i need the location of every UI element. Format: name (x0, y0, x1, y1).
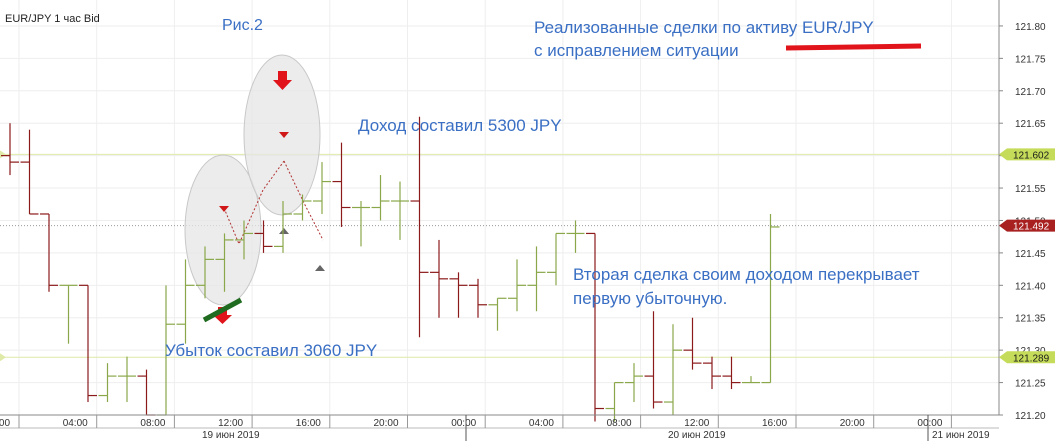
headline-underline (785, 43, 922, 51)
ohlc-bar (742, 376, 760, 384)
price-tick-label: 121.80 (1015, 22, 1046, 33)
ohlc-bar (20, 129, 39, 215)
buy-marker-icon (279, 228, 289, 234)
sell-marker-icon (219, 206, 229, 212)
ohlc-bar (313, 162, 331, 214)
price-tick-label: 121.70 (1015, 87, 1046, 98)
ohlc-bar (293, 194, 312, 221)
ohlc-bar (547, 232, 565, 286)
ohlc-bar (196, 246, 214, 299)
profit-note: Доход составил 5300 JPY (358, 116, 562, 135)
time-tick-label: 08:00 (140, 418, 165, 429)
ohlc-bar (410, 116, 429, 338)
ohlc-bar (98, 363, 117, 403)
price-tick-label: 121.35 (1015, 314, 1046, 325)
loss-trade-path (223, 160, 285, 246)
ohlc-bar (254, 220, 273, 253)
ohlc-bar (118, 356, 136, 403)
ohlc-bar (683, 317, 702, 370)
price-tick-label: 121.65 (1015, 119, 1046, 130)
ohlc-bar (605, 381, 624, 422)
ohlc-bar (59, 284, 78, 344)
ohlc-bar (508, 259, 526, 312)
instrument-label: EUR/JPY 1 час Bid (5, 13, 100, 25)
ohlc-bar (664, 324, 682, 415)
ohlc-bar (566, 220, 585, 253)
price-tick-label: 121.55 (1015, 184, 1046, 195)
price-badge-label: 121.602 (1013, 150, 1050, 161)
ohlc-bar (215, 233, 234, 292)
price-level-layer (0, 150, 999, 362)
buy-marker-icon (315, 265, 325, 271)
price-tick-label: 121.20 (1015, 411, 1046, 422)
sell-marker-icon (279, 132, 289, 138)
time-tick-label: 16:00 (762, 418, 787, 429)
loss-note: Убыток составил 3060 JPY (165, 341, 377, 360)
headline-line-2: с исправлением ситуации (534, 41, 739, 60)
headline-line-1: Реализованные сделки по активу EUR/JPY (534, 18, 874, 37)
level-start-icon (0, 353, 6, 362)
price-tick-label: 121.75 (1015, 54, 1046, 65)
date-labels: 19 июн 2019 20 июн 2019 21 июн 2019 (202, 415, 990, 441)
time-tick-label: 00:00 (451, 418, 476, 429)
summary-line-1: Вторая сделка своим доходом перекрывает (573, 265, 920, 284)
summary-line-2: первую убыточную. (573, 289, 727, 308)
ohlc-bar (176, 259, 195, 344)
stop-loss-marker (202, 297, 243, 323)
grid-layer (0, 0, 999, 416)
ohlc-bar (79, 284, 97, 403)
ohlc-bar (761, 213, 780, 384)
time-tick-label: 08:00 (607, 418, 632, 429)
ohlc-bar (371, 175, 390, 221)
time-tick-label: 16:00 (296, 418, 321, 429)
loss-trade-ellipse (184, 154, 262, 306)
price-tick-label: 121.45 (1015, 249, 1046, 260)
level-start-icon (0, 150, 6, 159)
time-ticks: 00:00 04:00 08:00 12:00 16:00 20:00 00:00 04:00… (0, 415, 952, 429)
date-label: 20 июн 2019 (668, 430, 726, 441)
current-price-badge (999, 219, 1055, 232)
ohlc-bar (449, 272, 468, 318)
ohlc-series (1, 116, 780, 422)
price-badges: 121.602 121.492 121.289 (999, 148, 1055, 364)
ohlc-bar (137, 369, 156, 416)
time-tick-label: 04:00 (63, 418, 88, 429)
date-label: 21 июн 2019 (932, 430, 990, 441)
date-label: 19 июн 2019 (202, 430, 260, 441)
time-tick-label: 20:00 (840, 418, 865, 429)
price-badge-label: 121.492 (1013, 222, 1050, 233)
time-tick-label: 12:00 (218, 418, 243, 429)
ohlc-bar (332, 142, 351, 227)
price-tick-label: 121.40 (1015, 281, 1046, 292)
ohlc-bar (488, 297, 507, 331)
ohlc-bar (235, 220, 253, 260)
ohlc-bar (703, 356, 721, 390)
time-tick-label: 00:00 (0, 418, 10, 429)
price-tick-label: 121.25 (1015, 379, 1046, 390)
ohlc-bar (1, 123, 19, 176)
ohlc-bar (625, 363, 643, 403)
time-tick-label: 20:00 (374, 418, 399, 429)
time-tick-label: 04:00 (529, 418, 554, 429)
ohlc-bar (527, 246, 546, 312)
ohlc-bar (391, 181, 409, 240)
price-badge-label: 121.289 (1013, 353, 1050, 364)
price-level-badge (999, 351, 1055, 364)
time-tick-label: 00:00 (917, 418, 942, 429)
ohlc-bar (40, 213, 58, 292)
ohlc-bar (469, 278, 487, 318)
ohlc-bar (274, 201, 292, 253)
ohlc-bar (722, 356, 741, 390)
price-level-badge (999, 148, 1055, 161)
time-tick-label: 12:00 (684, 418, 709, 429)
annotation-layer (184, 43, 922, 324)
ohlc-bar (644, 311, 663, 409)
figure-label: Рис.2 (222, 17, 263, 34)
ohlc-bar (430, 239, 448, 318)
ohlc-bar (586, 232, 604, 422)
ohlc-bar (352, 201, 370, 247)
down-arrow-icon (273, 71, 292, 90)
